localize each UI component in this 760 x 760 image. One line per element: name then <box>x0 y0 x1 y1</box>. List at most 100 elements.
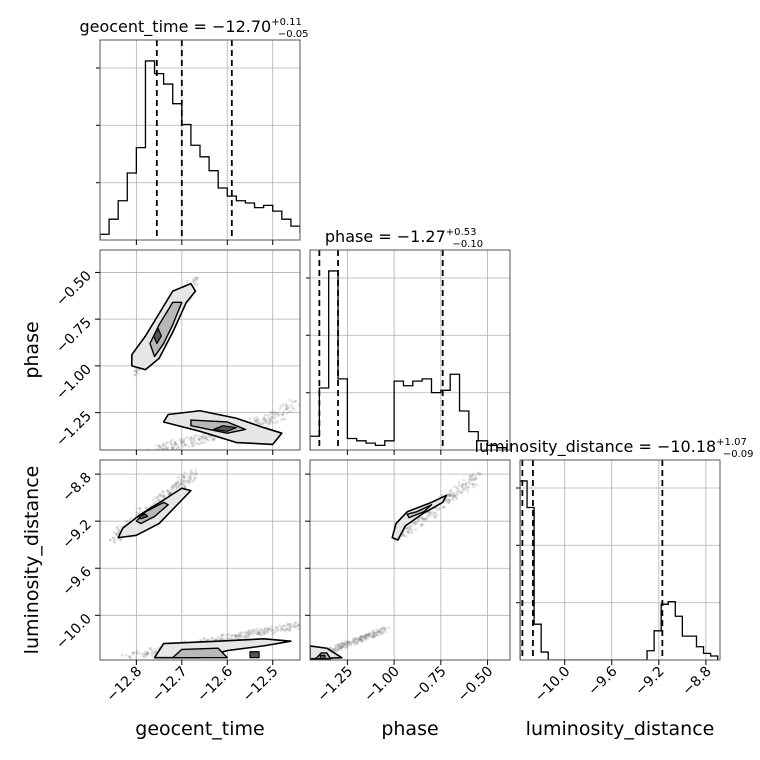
scatter-point <box>253 419 257 423</box>
title-sub-geocent_time: −0.05 <box>278 29 309 40</box>
scatter-point <box>133 651 137 654</box>
scatter-point <box>173 441 177 444</box>
scatter-point <box>171 485 174 489</box>
scatter-point <box>364 634 368 638</box>
scatter-point <box>215 638 219 641</box>
scatter-point <box>404 534 408 538</box>
scatter-point <box>108 538 112 541</box>
scatter-point <box>364 633 368 637</box>
scatter-point <box>346 641 350 645</box>
scatter-point <box>346 640 350 644</box>
scatter-point <box>186 436 189 439</box>
scatter-point <box>296 624 300 627</box>
scatter-point <box>258 632 261 635</box>
scatter-point <box>228 636 232 640</box>
scatter-point <box>210 637 214 640</box>
scatter-point <box>380 627 384 631</box>
scatter-point <box>379 633 383 636</box>
xlabel-geocent_time: geocent_time <box>135 718 264 740</box>
scatter-point <box>472 482 476 486</box>
scatter-point <box>455 491 458 495</box>
scatter-point <box>187 482 191 485</box>
title-sup-phase: +0.53 <box>446 227 477 238</box>
scatter-point <box>338 644 342 648</box>
contour-level-2 <box>172 647 228 659</box>
scatter-point <box>347 641 350 645</box>
scatter-point <box>359 637 363 641</box>
scatter-point <box>280 625 284 629</box>
scatter-point <box>117 528 121 532</box>
scatter-point <box>204 434 208 438</box>
scatter-point <box>358 638 362 642</box>
scatter-point <box>282 628 286 632</box>
scatter-point <box>435 508 439 512</box>
scatter-point <box>181 479 185 482</box>
scatter-point <box>339 646 343 650</box>
hist-frame-geocent_time <box>99 39 301 241</box>
scatter-point <box>433 515 437 519</box>
scatter-point <box>157 498 161 502</box>
scatter-point <box>375 633 379 637</box>
scatter-point <box>273 630 277 634</box>
ytick-label-phase: −0.50 <box>53 268 95 310</box>
scatter-point <box>111 536 115 540</box>
scatter-point <box>160 447 164 450</box>
scatter-point <box>370 634 374 638</box>
scatter-point <box>133 373 136 377</box>
scatter-point <box>192 438 196 442</box>
scatter-point <box>171 446 175 450</box>
scatter-point <box>150 650 154 654</box>
scatter-point <box>364 638 368 641</box>
scatter-point <box>338 643 341 646</box>
scatter-point <box>336 648 340 652</box>
scatter-point <box>157 445 161 448</box>
scatter-point <box>404 526 408 530</box>
scatter-point <box>161 447 165 450</box>
scatter-point <box>237 634 240 638</box>
scatter-point <box>172 444 176 447</box>
scatter-point <box>179 441 183 444</box>
xtick-label-phase: −1.25 <box>315 664 357 706</box>
scatter-point <box>365 632 369 636</box>
scatter-point <box>263 627 267 631</box>
title-geocent_time: geocent_time = −12.70+0.11 −0.05 <box>79 17 308 40</box>
scatter-point <box>307 659 310 662</box>
scatter-point <box>255 418 258 422</box>
scatter-point <box>195 281 199 285</box>
scatter-point <box>198 638 202 642</box>
scatter-point <box>128 655 132 658</box>
scatter-point <box>195 434 199 438</box>
scatter-point <box>461 482 465 486</box>
scatter-point <box>180 482 184 485</box>
scatter-point <box>184 479 188 483</box>
scatter-point <box>349 642 353 646</box>
scatter-point <box>259 633 263 637</box>
scatter-point <box>146 652 149 656</box>
scatter-point <box>255 415 259 419</box>
scatter-point <box>193 276 197 280</box>
scatter-point <box>112 530 116 534</box>
scatter-point <box>272 410 276 414</box>
scatter-point <box>205 438 209 441</box>
xtick-label-luminosity_distance: −9.6 <box>585 663 620 698</box>
scatter-point <box>333 647 337 651</box>
scatter-point <box>413 520 416 524</box>
scatter-point <box>213 438 216 442</box>
scatter-point <box>138 652 142 656</box>
scatter-point <box>349 644 352 647</box>
scatter-point <box>212 437 216 441</box>
ytick-label-luminosity_distance: −8.8 <box>59 470 94 505</box>
scatter-point <box>435 514 438 518</box>
scatter-point <box>174 442 178 446</box>
scatter-point <box>211 438 215 442</box>
scatter-point <box>134 514 138 518</box>
scatter-point <box>179 478 182 482</box>
scatter-point <box>268 413 272 417</box>
scatter-point <box>295 624 299 628</box>
xtick-label-luminosity_distance: −10.0 <box>532 664 574 706</box>
scatter-point <box>252 628 255 632</box>
scatter-point <box>168 491 172 495</box>
scatter-point <box>138 507 141 510</box>
scatter-point <box>220 633 224 637</box>
scatter-point <box>189 436 193 440</box>
